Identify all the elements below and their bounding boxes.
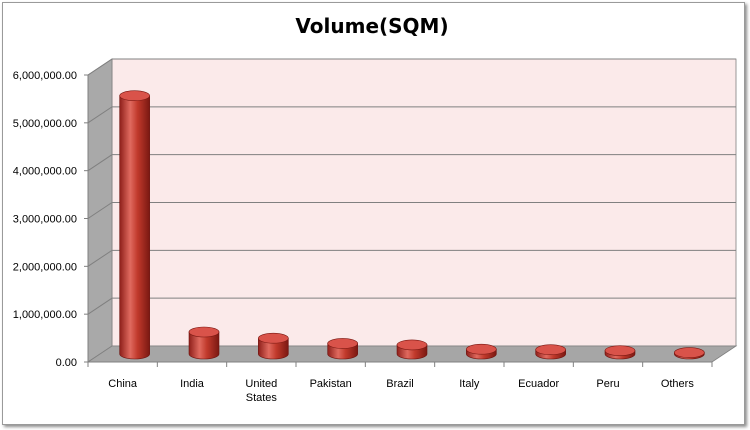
x-tick-label: Pakistan <box>310 378 352 390</box>
gridline <box>87 249 736 267</box>
bar-top <box>396 339 428 351</box>
x-tick-label: Peru <box>596 378 619 390</box>
bar-top <box>258 332 289 344</box>
bar <box>535 344 566 360</box>
bar-body <box>119 95 150 360</box>
gridline <box>87 202 736 219</box>
gridline <box>87 106 736 124</box>
gridline <box>87 297 736 315</box>
bar <box>396 339 428 360</box>
bar-top <box>604 345 636 356</box>
y-tick-label: 0.00 <box>56 357 77 369</box>
x-tick-label: China <box>108 378 138 390</box>
bar <box>327 338 358 360</box>
x-tick-label: United States <box>245 378 277 404</box>
gridline <box>87 58 736 76</box>
bar <box>188 326 220 360</box>
gridline <box>87 154 736 172</box>
bar <box>604 345 636 360</box>
bar-top <box>535 344 566 355</box>
bar <box>466 343 497 360</box>
bar-top <box>119 90 150 101</box>
bar-body <box>258 337 289 360</box>
bar <box>258 332 289 360</box>
bar <box>674 347 705 360</box>
y-tick-label: 1,000,000.00 <box>13 309 77 321</box>
bar <box>119 90 150 360</box>
x-tick-label: Ecuador <box>518 378 559 390</box>
y-tick-label: 6,000,000.00 <box>13 70 77 82</box>
chart-title: Volume(SQM) <box>295 14 449 38</box>
x-tick-label: India <box>180 378 205 390</box>
x-tick-label: Others <box>661 378 695 390</box>
bar-body <box>188 331 220 360</box>
y-tick-label: 3,000,000.00 <box>13 214 77 226</box>
y-tick-label: 2,000,000.00 <box>13 261 77 273</box>
bar-top <box>674 347 705 358</box>
x-tick-label: Italy <box>459 378 480 390</box>
y-tick-label: 5,000,000.00 <box>13 118 77 130</box>
bar-top <box>188 326 220 338</box>
y-tick-label: 4,000,000.00 <box>13 166 77 178</box>
x-tick-label: Brazil <box>386 378 414 390</box>
bar-top <box>466 343 497 355</box>
bar-top <box>327 338 358 349</box>
